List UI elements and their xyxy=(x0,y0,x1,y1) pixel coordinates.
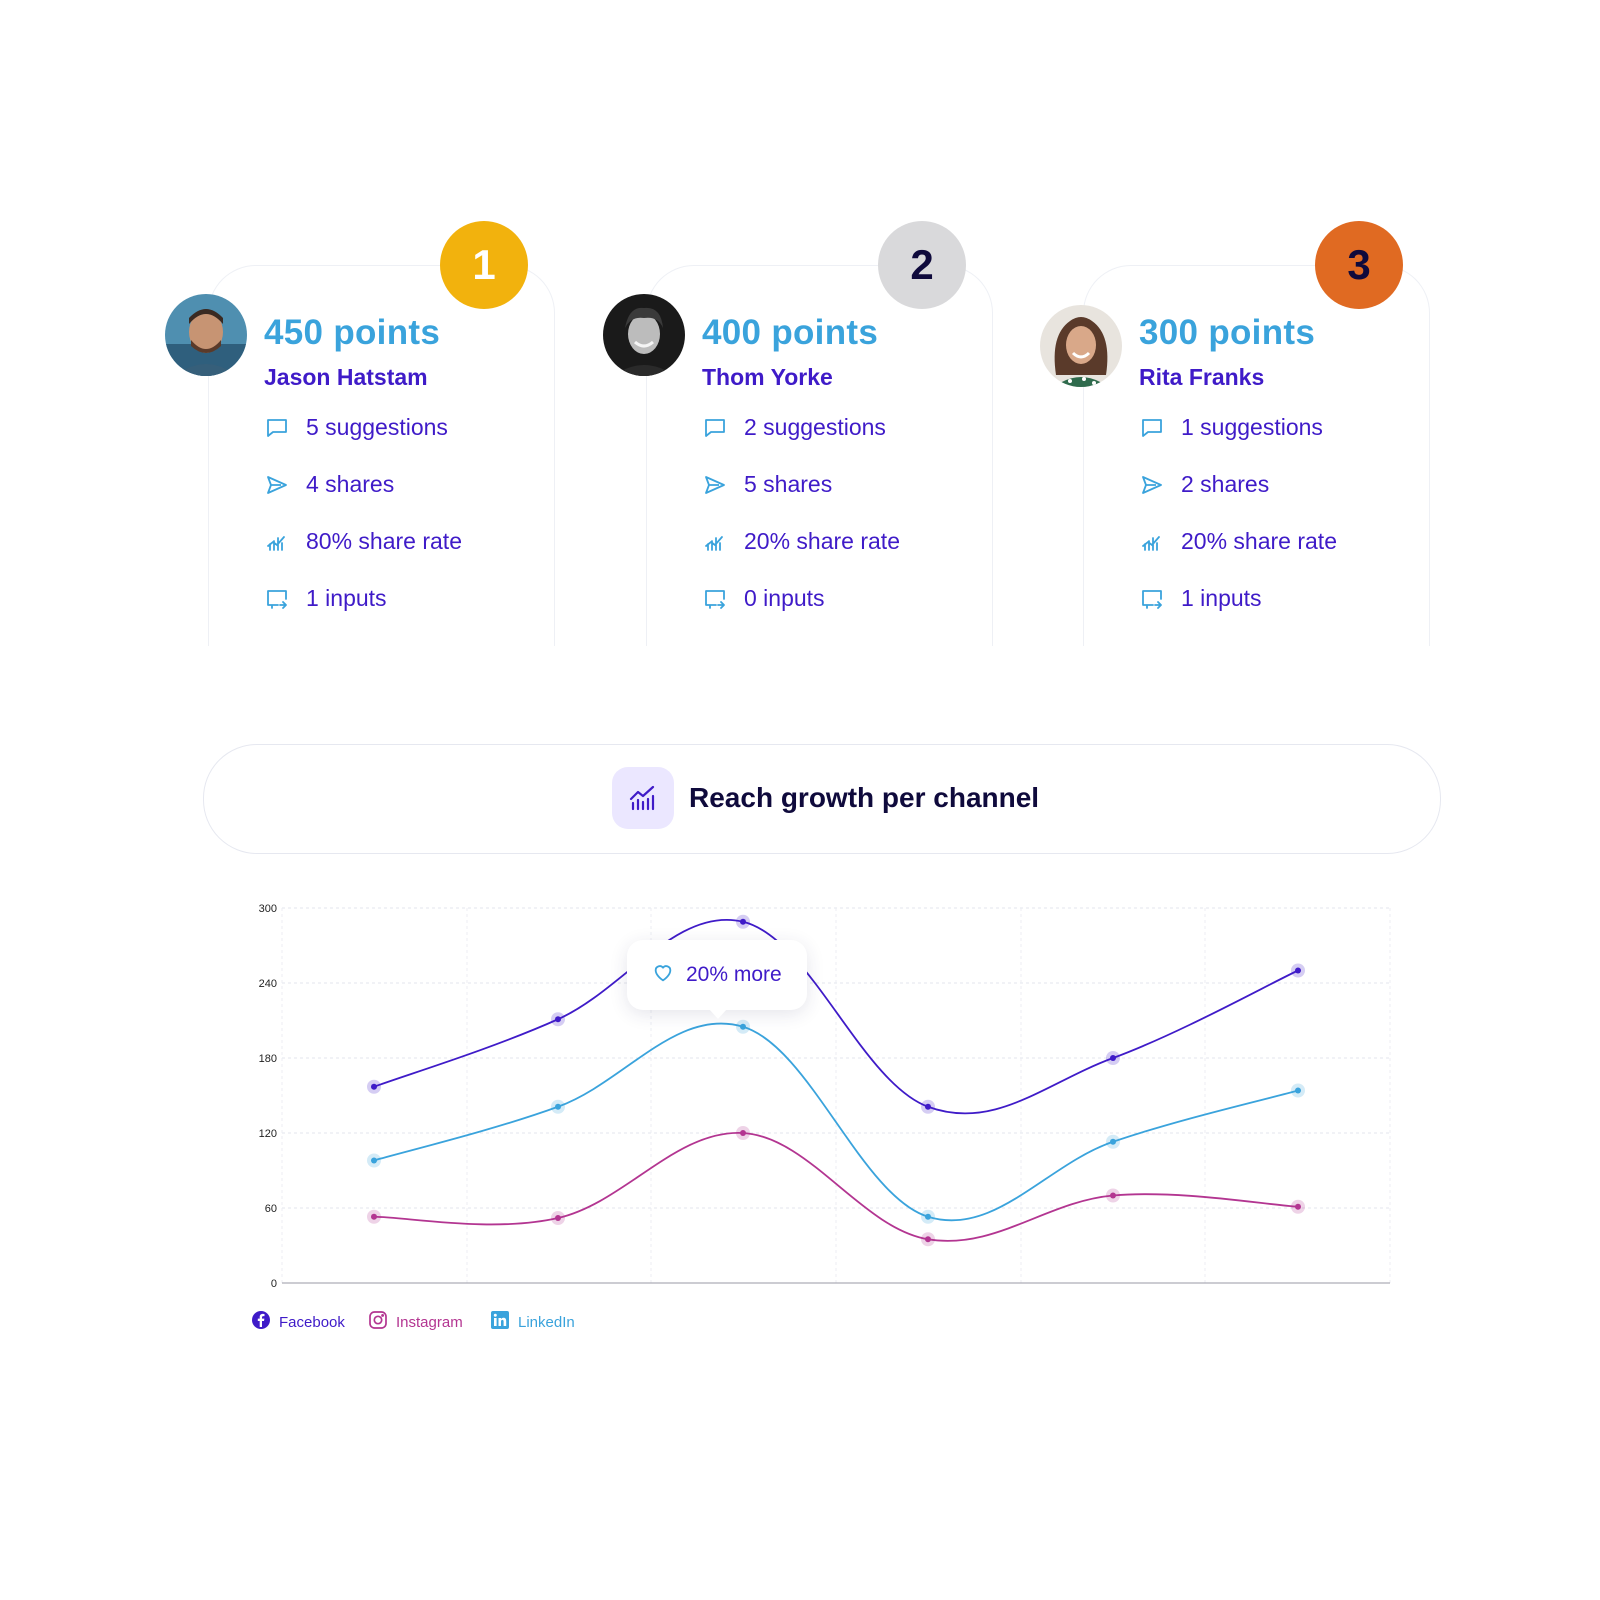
data-point-instagram[interactable] xyxy=(371,1213,377,1220)
data-point-instagram[interactable] xyxy=(925,1236,931,1243)
data-point-linkedin[interactable] xyxy=(1295,1087,1301,1094)
tooltip-text: 20% more xyxy=(686,963,782,986)
send-icon xyxy=(1139,472,1165,498)
leader-name: Thom Yorke xyxy=(702,364,833,390)
y-tick-label: 0 xyxy=(271,1278,277,1290)
stat-inputs: 1 inputs xyxy=(1139,585,1262,612)
series-line-linkedin xyxy=(373,1022,1299,1222)
stat-share-rate: 80% share rate xyxy=(264,528,462,555)
data-point-instagram[interactable] xyxy=(555,1215,561,1221)
legend-label: Instagram xyxy=(396,1314,463,1331)
points-value: 400 points xyxy=(702,313,879,352)
avatar xyxy=(603,294,685,376)
rank-badge: 3 xyxy=(1315,221,1403,309)
stat-suggestions: 1 suggestions xyxy=(1139,414,1323,441)
data-point-facebook[interactable] xyxy=(555,1016,561,1023)
avatar xyxy=(165,294,247,376)
y-tick-label: 300 xyxy=(259,903,277,915)
rank-badge: 1 xyxy=(440,221,528,309)
inputs-icon xyxy=(1139,586,1165,612)
share-rate-icon xyxy=(1139,529,1165,555)
instagram-icon xyxy=(368,1310,388,1335)
stat-suggestions: 2 suggestions xyxy=(702,414,886,441)
data-point-facebook[interactable] xyxy=(740,918,746,925)
share-rate-icon xyxy=(264,529,290,555)
heart-icon xyxy=(652,962,674,989)
stat-inputs: 1 inputs xyxy=(264,585,387,612)
data-point-linkedin[interactable] xyxy=(1110,1138,1116,1145)
chat-bubble-icon xyxy=(702,415,728,441)
chat-bubble-icon xyxy=(1139,415,1165,441)
data-point-instagram[interactable] xyxy=(1110,1192,1116,1199)
legend-facebook[interactable]: Facebook xyxy=(251,1310,345,1335)
leader-name: Rita Franks xyxy=(1139,364,1265,390)
y-tick-label: 180 xyxy=(259,1053,277,1065)
stat-suggestions: 5 suggestions xyxy=(264,414,448,441)
data-point-linkedin[interactable] xyxy=(555,1103,561,1110)
y-tick-label: 120 xyxy=(259,1128,277,1140)
data-point-facebook[interactable] xyxy=(1110,1055,1116,1061)
chart-growth-icon xyxy=(612,767,674,829)
avatar xyxy=(1040,305,1122,387)
card-outline xyxy=(646,265,993,646)
chart-header: Reach growth per channel xyxy=(203,744,1441,854)
card-outline xyxy=(208,265,555,646)
share-rate-icon xyxy=(702,529,728,555)
legend-linkedin[interactable]: LinkedIn xyxy=(490,1310,575,1335)
stat-share-rate: 20% share rate xyxy=(702,528,900,555)
legend-label: Facebook xyxy=(279,1314,345,1331)
leader-name: Jason Hatstam xyxy=(264,364,428,390)
stat-shares: 4 shares xyxy=(264,471,394,498)
linkedin-icon xyxy=(490,1310,510,1335)
stat-inputs: 0 inputs xyxy=(702,585,825,612)
series-line-facebook xyxy=(373,919,1299,1115)
data-point-facebook[interactable] xyxy=(1295,967,1301,974)
data-point-facebook[interactable] xyxy=(371,1083,377,1090)
chat-bubble-icon xyxy=(264,415,290,441)
series-line-instagram xyxy=(373,1132,1299,1242)
stat-share-rate: 20% share rate xyxy=(1139,528,1337,555)
data-point-instagram[interactable] xyxy=(740,1130,746,1136)
facebook-icon xyxy=(251,1310,271,1335)
rank-badge: 2 xyxy=(878,221,966,309)
stat-shares: 5 shares xyxy=(702,471,832,498)
y-tick-label: 240 xyxy=(259,978,277,990)
stat-shares: 2 shares xyxy=(1139,471,1269,498)
data-point-instagram[interactable] xyxy=(1295,1203,1301,1210)
data-point-linkedin[interactable] xyxy=(925,1213,931,1220)
legend-label: LinkedIn xyxy=(518,1314,575,1331)
send-icon xyxy=(264,472,290,498)
legend-instagram[interactable]: Instagram xyxy=(368,1310,463,1335)
data-point-linkedin[interactable] xyxy=(740,1023,746,1030)
send-icon xyxy=(702,472,728,498)
data-point-facebook[interactable] xyxy=(925,1103,931,1110)
inputs-icon xyxy=(264,586,290,612)
data-point-linkedin[interactable] xyxy=(371,1157,377,1164)
y-tick-label: 60 xyxy=(265,1203,277,1215)
chart-tooltip: 20% more xyxy=(627,940,807,1019)
leader-card-1: 1 450 points Jason Hatstam 5 suggestions… xyxy=(160,0,600,646)
chart-title: Reach growth per channel xyxy=(689,782,1040,813)
leader-card-3: 3 300 points Rita Franks 1 suggestions 2… xyxy=(1035,0,1475,646)
inputs-icon xyxy=(702,586,728,612)
points-value: 450 points xyxy=(264,313,441,352)
points-value: 300 points xyxy=(1139,313,1316,352)
card-outline xyxy=(1083,265,1430,646)
leader-card-2: 2 400 points Thom Yorke 2 suggestions 5 … xyxy=(598,0,1038,646)
